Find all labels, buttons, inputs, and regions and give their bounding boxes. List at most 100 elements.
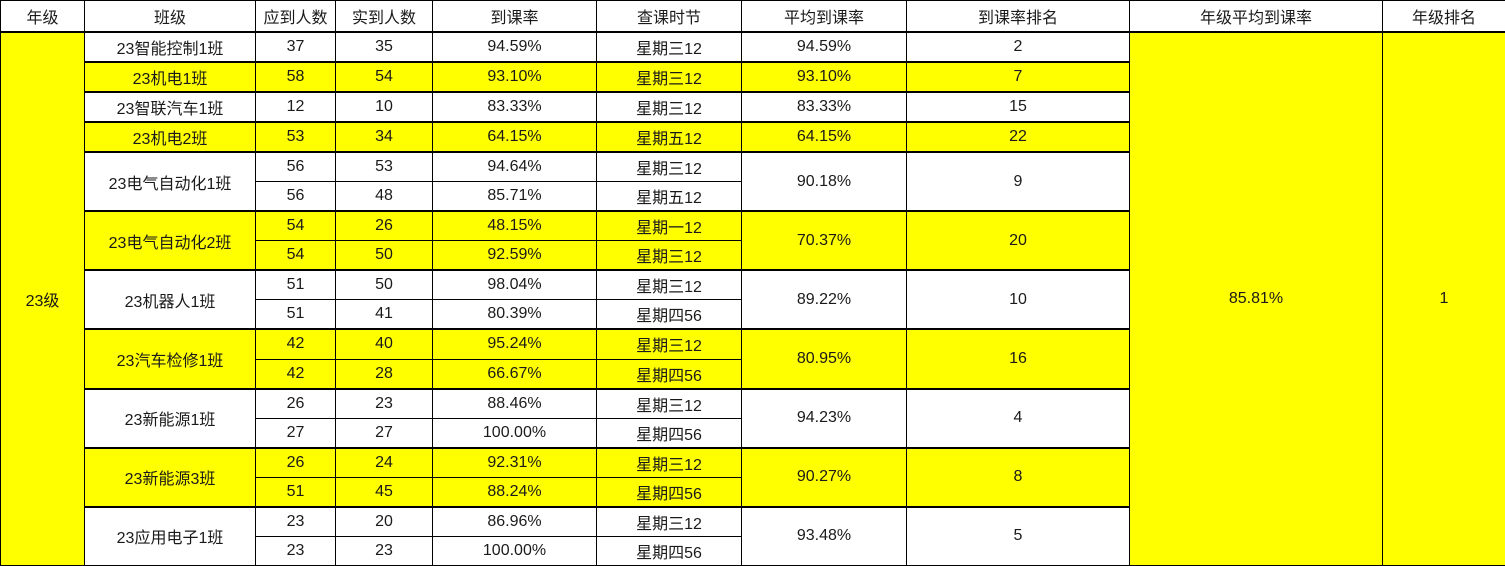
- expected-cell[interactable]: 56: [255, 181, 336, 212]
- avg-rate-cell[interactable]: 90.27%: [741, 446, 907, 508]
- rate-rank-cell[interactable]: 4: [906, 387, 1130, 449]
- avg-rate-cell[interactable]: 89.22%: [741, 269, 907, 330]
- session-cell[interactable]: 星期三12: [596, 90, 742, 123]
- rate-cell[interactable]: 94.59%: [432, 30, 597, 63]
- rate-rank-cell[interactable]: 5: [906, 505, 1130, 566]
- avg-rate-cell[interactable]: 80.95%: [741, 328, 907, 390]
- avg-rate-cell[interactable]: 70.37%: [741, 210, 907, 271]
- expected-cell[interactable]: 42: [255, 328, 336, 360]
- header-avg-rate[interactable]: 平均到课率: [741, 0, 907, 33]
- session-cell[interactable]: 星期五12: [596, 181, 742, 212]
- expected-cell[interactable]: 51: [255, 299, 336, 330]
- class-name-cell[interactable]: 23新能源3班: [84, 446, 256, 508]
- expected-cell[interactable]: 23: [255, 505, 336, 537]
- expected-cell[interactable]: 37: [255, 30, 336, 63]
- actual-cell[interactable]: 34: [335, 120, 433, 153]
- rate-cell[interactable]: 92.59%: [432, 240, 597, 271]
- actual-cell[interactable]: 10: [335, 90, 433, 123]
- header-rate[interactable]: 到课率: [432, 0, 597, 33]
- actual-cell[interactable]: 23: [335, 387, 433, 419]
- rate-cell[interactable]: 48.15%: [432, 210, 597, 242]
- actual-cell[interactable]: 26: [335, 210, 433, 242]
- class-name-cell[interactable]: 23机电2班: [84, 120, 256, 153]
- grade-avg-cell[interactable]: 85.81%: [1129, 30, 1383, 566]
- expected-cell[interactable]: 42: [255, 358, 336, 390]
- expected-cell[interactable]: 51: [255, 269, 336, 301]
- header-expected[interactable]: 应到人数: [255, 0, 336, 33]
- expected-cell[interactable]: 54: [255, 210, 336, 242]
- session-cell[interactable]: 星期三12: [596, 505, 742, 537]
- rate-rank-cell[interactable]: 10: [906, 269, 1130, 330]
- session-cell[interactable]: 星期四56: [596, 358, 742, 390]
- grade-cell[interactable]: 23级: [0, 30, 85, 566]
- actual-cell[interactable]: 28: [335, 358, 433, 390]
- actual-cell[interactable]: 40: [335, 328, 433, 360]
- expected-cell[interactable]: 53: [255, 120, 336, 153]
- header-grade[interactable]: 年级: [0, 0, 85, 33]
- rate-cell[interactable]: 100.00%: [432, 535, 597, 566]
- avg-rate-cell[interactable]: 93.48%: [741, 505, 907, 566]
- rate-cell[interactable]: 85.71%: [432, 181, 597, 212]
- avg-rate-cell[interactable]: 90.18%: [741, 151, 907, 212]
- rate-cell[interactable]: 66.67%: [432, 358, 597, 390]
- rate-cell[interactable]: 92.31%: [432, 446, 597, 478]
- avg-rate-cell[interactable]: 94.23%: [741, 387, 907, 449]
- session-cell[interactable]: 星期三12: [596, 60, 742, 93]
- header-actual[interactable]: 实到人数: [335, 0, 433, 33]
- session-cell[interactable]: 星期四56: [596, 535, 742, 566]
- expected-cell[interactable]: 58: [255, 60, 336, 93]
- rate-cell[interactable]: 86.96%: [432, 505, 597, 537]
- header-grade-avg-rate[interactable]: 年级平均到课率: [1129, 0, 1383, 33]
- actual-cell[interactable]: 20: [335, 505, 433, 537]
- rate-cell[interactable]: 64.15%: [432, 120, 597, 153]
- rate-rank-cell[interactable]: 20: [906, 210, 1130, 271]
- session-cell[interactable]: 星期三12: [596, 269, 742, 301]
- header-session[interactable]: 查课时节: [596, 0, 742, 33]
- avg-rate-cell[interactable]: 93.10%: [741, 60, 907, 93]
- header-grade-rank[interactable]: 年级排名: [1382, 0, 1505, 33]
- avg-rate-cell[interactable]: 94.59%: [741, 30, 907, 63]
- rate-cell[interactable]: 80.39%: [432, 299, 597, 330]
- actual-cell[interactable]: 53: [335, 151, 433, 183]
- actual-cell[interactable]: 50: [335, 269, 433, 301]
- actual-cell[interactable]: 23: [335, 535, 433, 566]
- avg-rate-cell[interactable]: 83.33%: [741, 90, 907, 123]
- expected-cell[interactable]: 26: [255, 387, 336, 419]
- rate-cell[interactable]: 95.24%: [432, 328, 597, 360]
- session-cell[interactable]: 星期三12: [596, 151, 742, 183]
- session-cell[interactable]: 星期四56: [596, 417, 742, 449]
- rate-rank-cell[interactable]: 22: [906, 120, 1130, 153]
- session-cell[interactable]: 星期三12: [596, 30, 742, 63]
- rate-rank-cell[interactable]: 2: [906, 30, 1130, 63]
- rate-rank-cell[interactable]: 8: [906, 446, 1130, 508]
- class-name-cell[interactable]: 23新能源1班: [84, 387, 256, 449]
- rate-cell[interactable]: 88.24%: [432, 476, 597, 508]
- rate-rank-cell[interactable]: 7: [906, 60, 1130, 93]
- expected-cell[interactable]: 27: [255, 417, 336, 449]
- session-cell[interactable]: 星期三12: [596, 328, 742, 360]
- rate-cell[interactable]: 83.33%: [432, 90, 597, 123]
- class-name-cell[interactable]: 23电气自动化1班: [84, 151, 256, 212]
- rate-cell[interactable]: 100.00%: [432, 417, 597, 449]
- session-cell[interactable]: 星期四56: [596, 299, 742, 330]
- avg-rate-cell[interactable]: 64.15%: [741, 120, 907, 153]
- expected-cell[interactable]: 23: [255, 535, 336, 566]
- expected-cell[interactable]: 26: [255, 446, 336, 478]
- actual-cell[interactable]: 50: [335, 240, 433, 271]
- session-cell[interactable]: 星期一12: [596, 210, 742, 242]
- class-name-cell[interactable]: 23机器人1班: [84, 269, 256, 330]
- class-name-cell[interactable]: 23电气自动化2班: [84, 210, 256, 271]
- actual-cell[interactable]: 24: [335, 446, 433, 478]
- expected-cell[interactable]: 51: [255, 476, 336, 508]
- expected-cell[interactable]: 54: [255, 240, 336, 271]
- header-rate-rank[interactable]: 到课率排名: [906, 0, 1130, 33]
- rate-rank-cell[interactable]: 15: [906, 90, 1130, 123]
- actual-cell[interactable]: 35: [335, 30, 433, 63]
- actual-cell[interactable]: 54: [335, 60, 433, 93]
- rate-rank-cell[interactable]: 16: [906, 328, 1130, 390]
- session-cell[interactable]: 星期四56: [596, 476, 742, 508]
- rate-cell[interactable]: 93.10%: [432, 60, 597, 93]
- session-cell[interactable]: 星期三12: [596, 240, 742, 271]
- rate-cell[interactable]: 94.64%: [432, 151, 597, 183]
- rate-rank-cell[interactable]: 9: [906, 151, 1130, 212]
